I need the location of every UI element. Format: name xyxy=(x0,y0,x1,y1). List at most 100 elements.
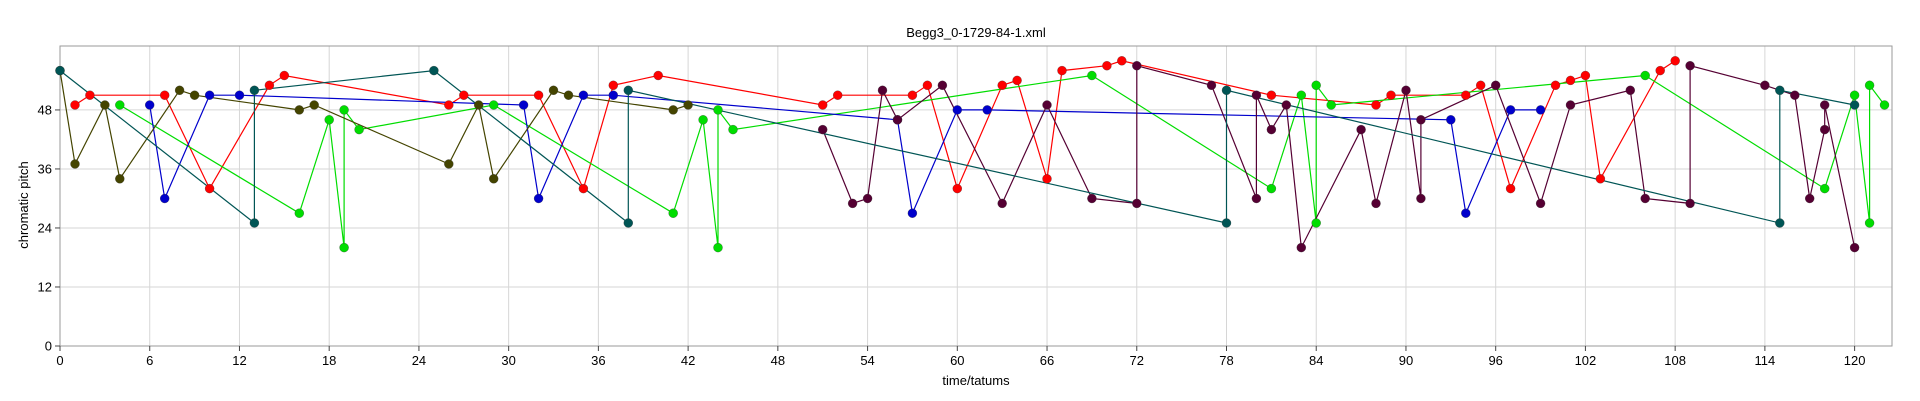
x-tick-label: 78 xyxy=(1219,353,1233,368)
data-point xyxy=(1580,70,1591,81)
data-point xyxy=(1266,124,1277,135)
data-point xyxy=(578,90,589,100)
data-point xyxy=(1132,198,1142,209)
y-axis-ticks: 0 12 24 36 48 xyxy=(38,102,60,354)
data-point xyxy=(1251,90,1262,100)
data-point xyxy=(1221,85,1232,95)
data-point xyxy=(1326,100,1336,110)
data-point xyxy=(862,193,873,204)
data-point xyxy=(339,242,349,253)
x-tick-label: 114 xyxy=(1755,353,1776,368)
data-point xyxy=(1296,90,1306,100)
x-axis-ticks: 0 6 12 18 24 30 36 42 48 54 60 66 72 78 84 90 96 102 108 11… xyxy=(56,346,1865,368)
data-point xyxy=(249,218,260,228)
data-point xyxy=(818,100,828,110)
data-point xyxy=(1625,85,1635,95)
data-point xyxy=(1012,75,1022,86)
data-point xyxy=(1849,90,1860,100)
data-point xyxy=(952,183,962,194)
note-points xyxy=(55,56,1890,253)
series-line-5 xyxy=(59,70,689,181)
data-point xyxy=(354,124,364,135)
x-tick-label: 12 xyxy=(232,353,246,368)
data-point xyxy=(459,90,469,100)
data-point xyxy=(55,65,65,76)
data-point xyxy=(563,90,574,100)
data-point xyxy=(1401,85,1411,95)
series-line-3 xyxy=(149,94,1541,216)
data-point xyxy=(1565,100,1576,110)
data-point xyxy=(952,105,962,115)
data-point xyxy=(1042,174,1052,184)
data-point xyxy=(1266,183,1277,194)
data-point xyxy=(668,208,678,218)
data-point xyxy=(1461,208,1471,218)
data-point xyxy=(608,90,618,100)
x-tick-label: 72 xyxy=(1130,353,1144,368)
data-point xyxy=(1251,193,1262,204)
data-point xyxy=(444,159,454,169)
data-point xyxy=(160,193,170,204)
data-point xyxy=(174,85,185,95)
data-point xyxy=(189,90,200,100)
data-point xyxy=(324,115,334,125)
data-point xyxy=(1476,80,1486,90)
x-tick-label: 90 xyxy=(1399,353,1413,368)
data-point xyxy=(1386,90,1396,100)
data-point xyxy=(1864,80,1875,90)
data-point xyxy=(1356,124,1366,135)
x-tick-label: 120 xyxy=(1844,353,1866,368)
data-point xyxy=(997,198,1007,209)
data-point xyxy=(279,70,289,81)
y-axis-label: chromatic pitch xyxy=(16,161,31,248)
data-point xyxy=(982,105,992,115)
x-tick-label: 18 xyxy=(322,353,336,368)
data-point xyxy=(1640,193,1650,204)
data-point xyxy=(1550,80,1561,90)
data-point xyxy=(877,85,888,95)
data-point xyxy=(489,174,499,184)
y-tick-label: 12 xyxy=(38,279,52,294)
data-point xyxy=(1491,80,1501,90)
data-point xyxy=(907,90,918,100)
data-point xyxy=(653,70,663,81)
data-point xyxy=(623,85,633,95)
x-tick-label: 6 xyxy=(146,353,153,368)
data-point xyxy=(1820,183,1830,194)
data-point xyxy=(474,100,484,110)
x-tick-label: 66 xyxy=(1040,353,1054,368)
data-point xyxy=(1640,70,1650,81)
plot-frame xyxy=(59,45,1893,347)
data-point xyxy=(1790,90,1800,100)
data-point xyxy=(1371,198,1381,209)
data-point xyxy=(1206,80,1217,90)
data-point xyxy=(1805,193,1815,204)
data-point xyxy=(833,90,843,100)
data-point xyxy=(1057,65,1067,76)
data-point xyxy=(1685,198,1695,209)
data-point xyxy=(1416,193,1426,204)
data-point xyxy=(713,105,723,115)
data-point xyxy=(1655,65,1665,76)
data-point xyxy=(339,105,349,115)
data-point xyxy=(204,183,215,194)
data-point xyxy=(1864,218,1875,228)
data-point xyxy=(847,198,858,209)
data-point xyxy=(294,208,304,218)
data-point xyxy=(1087,193,1097,204)
x-tick-label: 42 xyxy=(681,353,695,368)
data-point xyxy=(1505,105,1516,115)
data-point xyxy=(204,90,215,100)
data-point xyxy=(1221,218,1232,228)
data-point xyxy=(683,100,693,110)
data-point xyxy=(1670,56,1680,66)
x-tick-label: 24 xyxy=(412,353,426,368)
data-point xyxy=(533,193,544,204)
data-point xyxy=(264,80,275,90)
data-point xyxy=(1087,70,1097,81)
data-point xyxy=(145,100,155,110)
data-point xyxy=(907,208,918,218)
data-point xyxy=(668,105,678,115)
x-tick-label: 102 xyxy=(1575,353,1597,368)
